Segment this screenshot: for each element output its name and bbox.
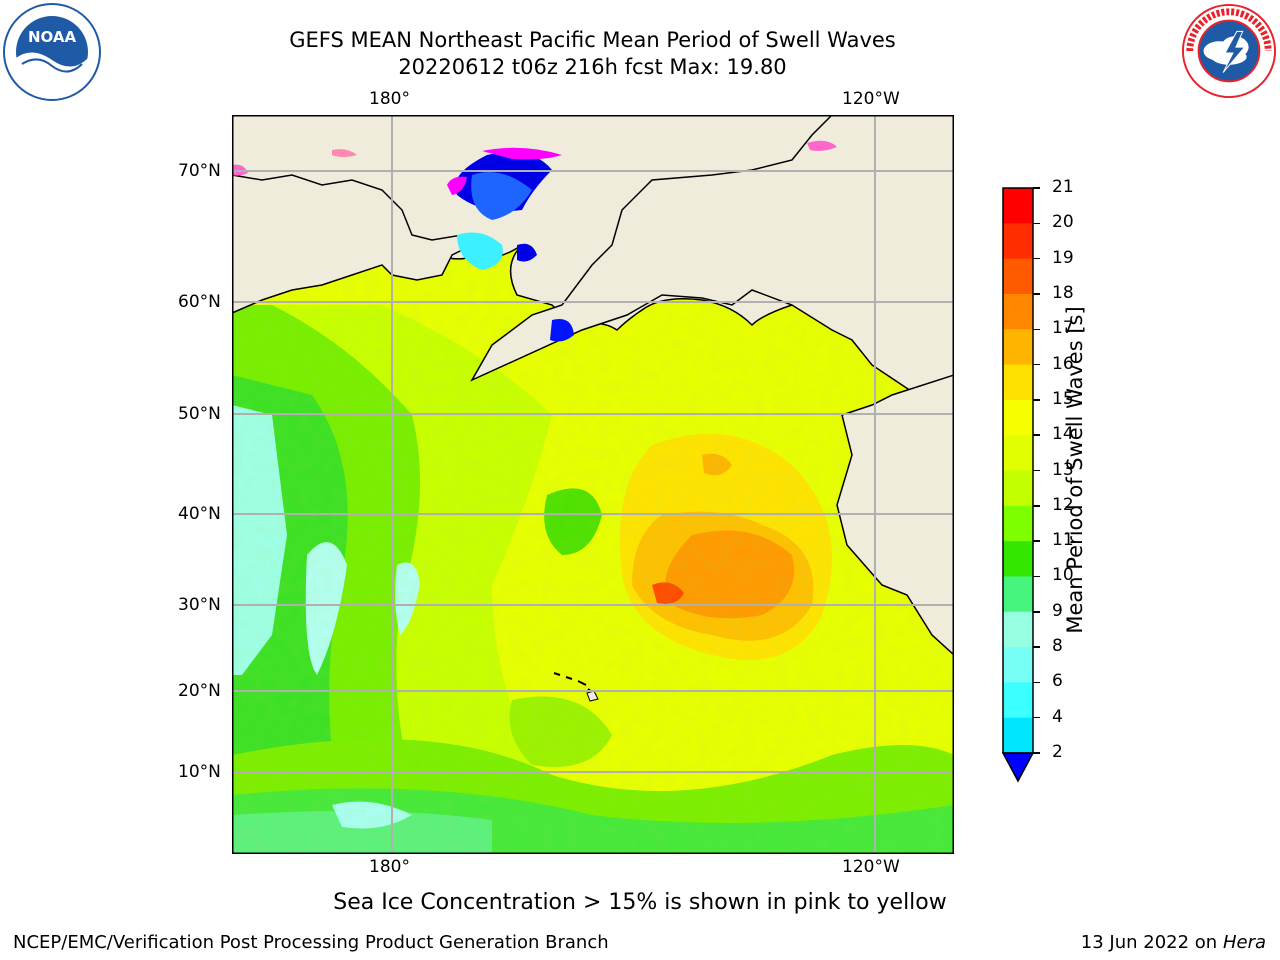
footer-host: Hera [1222, 932, 1266, 953]
colorbar-segment [1003, 647, 1033, 683]
colorbar-tick-label: 19 [1052, 247, 1074, 268]
colorbar-tick-label: 13 [1052, 459, 1074, 480]
map-plot [232, 115, 954, 854]
colorbar-segment [1003, 470, 1033, 507]
lon-label-top-180: 180° [369, 89, 410, 109]
noaa-logo: NOAA [3, 3, 101, 101]
colorbar-segment [1003, 576, 1033, 613]
colorbar-tick-label: 20 [1052, 212, 1074, 233]
map-title: GEFS MEAN Northeast Pacific Mean Period … [289, 28, 896, 52]
lat-label-50n: 50°N [178, 404, 221, 424]
colorbar-tick-label: 9 [1052, 600, 1063, 621]
colorbar-tick-label: 2 [1052, 742, 1063, 762]
colorbar-tick-label: 11 [1052, 530, 1074, 551]
colorbar-label: Mean Period of Swell Waves [s] [1063, 306, 1087, 634]
lon-label-bottom-120w: 120°W [842, 857, 900, 877]
colorbar-tick-label: 4 [1052, 706, 1063, 727]
colorbar-tick-mark [1033, 293, 1040, 295]
colorbar-segment [1003, 435, 1033, 471]
lat-label-70n: 70°N [178, 161, 221, 181]
colorbar-tick-mark [1033, 363, 1040, 366]
footer-date: 13 Jun 2022 on Hera [1081, 932, 1266, 953]
colorbar-tick-mark [1033, 399, 1040, 401]
sea-ice-note: Sea Ice Concentration > 15% is shown in … [333, 890, 947, 915]
colorbar-segment [1003, 223, 1033, 260]
colorbar-tick-mark [1033, 222, 1040, 225]
colorbar-tick-mark [1033, 187, 1040, 189]
colorbar-segment [1003, 364, 1033, 401]
lat-label-20n: 20°N [178, 681, 221, 701]
colorbar-segment [1003, 682, 1033, 719]
lat-label-10n: 10°N [178, 762, 221, 782]
lat-label-60n: 60°N [178, 292, 221, 312]
noaa-logo-text: NOAA [28, 28, 77, 46]
colorbar-segment [1003, 505, 1033, 542]
colorbar-tick-mark [1033, 257, 1040, 260]
colorbar-tick-mark [1033, 540, 1040, 542]
lon-label-bottom-180: 180° [369, 857, 410, 877]
lat-label-40n: 40°N [178, 504, 221, 524]
lat-label-30n: 30°N [178, 595, 221, 615]
colorbar-tick-label: 16 [1052, 353, 1074, 374]
colorbar-segment [1003, 258, 1033, 295]
colorbar-segment [1003, 329, 1033, 366]
footer-date-text: 13 Jun 2022 on [1080, 932, 1218, 953]
map-subtitle: 20220612 t06z 216h fcst Max: 19.80 [398, 55, 787, 79]
colorbar-tick-mark [1033, 646, 1040, 648]
colorbar-tick-label: 15 [1052, 388, 1074, 409]
colorbar-segment [1003, 717, 1033, 754]
colorbar-tick-mark [1033, 469, 1040, 472]
colorbar-tick-label: 18 [1052, 282, 1074, 303]
colorbar-tick-mark [1033, 681, 1040, 684]
colorbar-tick-mark [1033, 716, 1040, 719]
colorbar-tick-mark [1033, 752, 1040, 754]
colorbar-tick-mark [1033, 505, 1040, 507]
nws-logo [1181, 3, 1277, 99]
colorbar-tick-label: 21 [1052, 177, 1074, 197]
colorbar-segment [1003, 399, 1033, 436]
colorbar-underflow-triangle [1001, 752, 1035, 783]
colorbar-tick-label: 12 [1052, 494, 1074, 515]
colorbar-tick-mark [1033, 328, 1040, 330]
colorbar-tick-mark [1033, 575, 1040, 578]
footer-credit: NCEP/EMC/Verification Post Processing Pr… [13, 932, 609, 953]
colorbar-tick-mark [1033, 611, 1040, 613]
colorbar-segment [1003, 293, 1033, 330]
lon-label-top-120w: 120°W [842, 89, 900, 109]
colorbar-segment [1003, 188, 1033, 224]
colorbar-tick-label: 10 [1052, 565, 1074, 586]
colorbar-tick-label: 14 [1052, 424, 1074, 445]
colorbar [1001, 187, 1035, 783]
colorbar-tick-label: 8 [1052, 636, 1063, 657]
colorbar-segment [1003, 611, 1033, 648]
colorbar-tick-mark [1033, 434, 1040, 436]
colorbar-segment [1003, 541, 1033, 577]
colorbar-tick-label: 6 [1052, 671, 1063, 692]
colorbar-tick-label: 17 [1052, 318, 1074, 339]
